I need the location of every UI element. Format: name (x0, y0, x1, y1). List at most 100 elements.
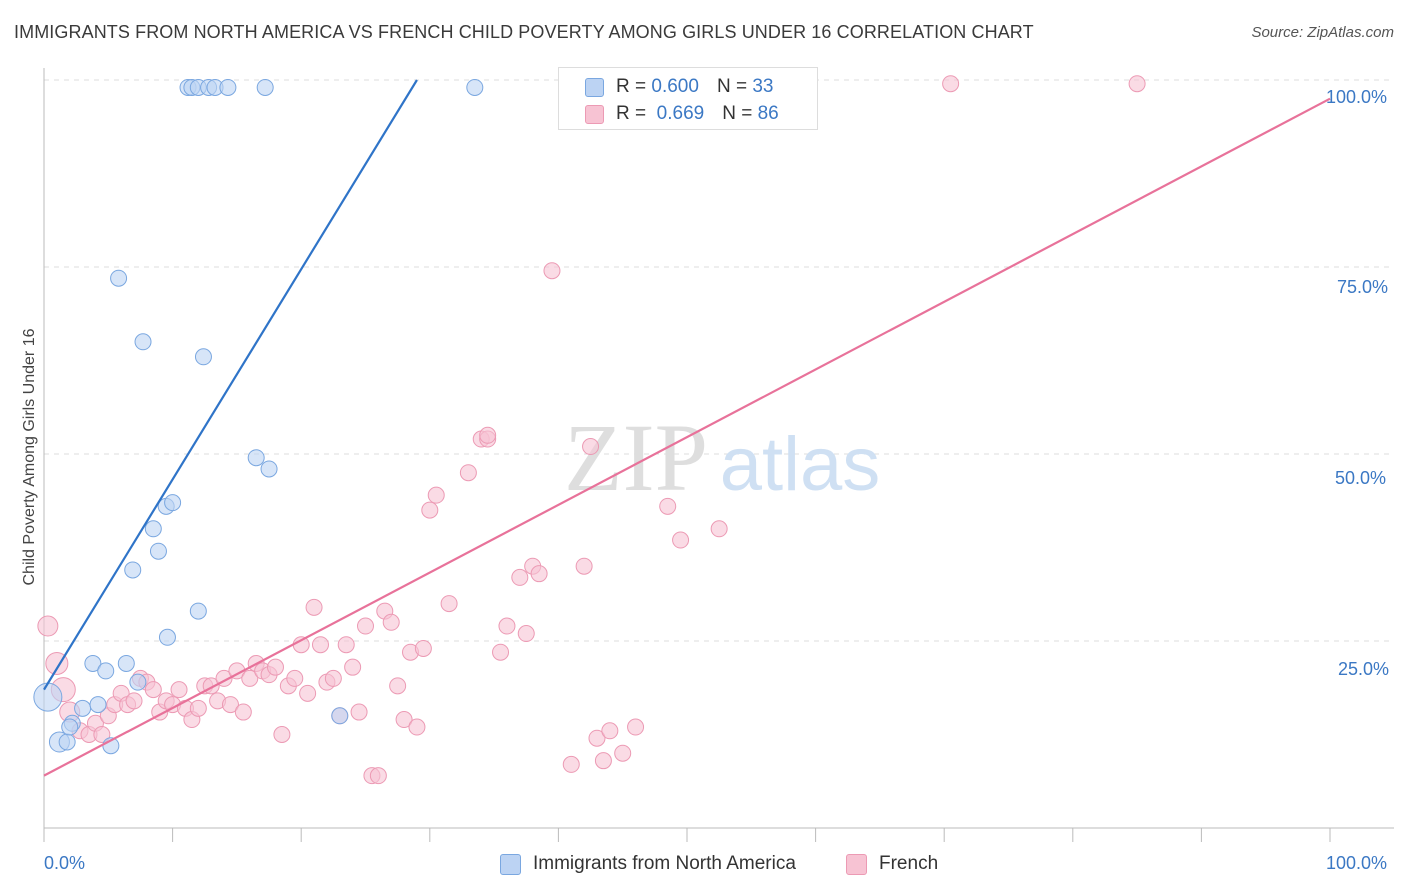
scatter-point-pink (241, 669, 259, 687)
scatter-point-blue (124, 561, 142, 579)
scatter-point-blue (74, 699, 92, 717)
r-value: 0.669 (656, 103, 705, 124)
scatter-point-pink (511, 568, 529, 586)
scatter-point-pink (414, 639, 432, 657)
scatter-point-pink (498, 617, 516, 635)
scatter-point-pink (305, 598, 323, 616)
scatter-point-blue (58, 733, 76, 751)
scatter-point-pink (324, 669, 342, 687)
y-tick-label-100: 100.0% (1326, 87, 1388, 107)
scatter-point-blue (466, 78, 484, 96)
scatter-point-pink (299, 684, 317, 702)
legend-item-immigrants[interactable]: Immigrants from North America (500, 851, 796, 877)
n-value: 86 (757, 103, 779, 124)
scatter-point-blue (144, 520, 162, 538)
scatter-point-pink (614, 744, 632, 762)
scatter-point-pink (942, 75, 960, 93)
scatter-point-pink (311, 636, 329, 654)
scatter-point-pink (492, 643, 510, 661)
scatter-point-blue (149, 542, 167, 560)
y-tick-label-50: 50.0% (1335, 468, 1387, 488)
scatter-point-blue (158, 628, 176, 646)
n-label: N = (722, 103, 753, 124)
scatter-point-pink (93, 726, 111, 743)
scatter-point-pink (344, 658, 362, 676)
scatter-point-pink (459, 464, 477, 482)
scatter-point-pink (273, 726, 291, 743)
scatter-point-pink (266, 658, 284, 676)
scatter-point-blue (84, 654, 102, 672)
scatter-point-blue (97, 662, 115, 680)
trend-line-blue (43, 79, 418, 691)
scatter-point-pink (170, 681, 188, 699)
scatter-point-pink (350, 703, 368, 721)
trend-line-pink (43, 97, 1331, 777)
scatter-point-pink (627, 718, 645, 736)
scatter-point-pink (144, 681, 162, 699)
stats-swatch-pink (585, 104, 604, 124)
scatter-point-blue (117, 654, 135, 672)
stats-swatch-blue (585, 77, 604, 97)
scatter-point-blue (331, 707, 349, 725)
y-tick-label-25: 25.0% (1338, 659, 1390, 679)
watermark-atlas: atlas (720, 422, 881, 507)
scatter-point-pink (562, 755, 580, 773)
scatter-point-pink (382, 613, 400, 631)
scatter-point-pink (234, 703, 252, 721)
stats-legend: R = 0.600 N = 33 R = 0.669 N = 86 (558, 67, 818, 130)
scatter-point-blue (194, 348, 212, 366)
scatter-point-pink (389, 677, 407, 695)
scatter-point-blue (164, 494, 182, 512)
scatter-point-pink (582, 438, 600, 456)
scatter-point-pink (543, 262, 561, 280)
scatter-point-blue (134, 333, 152, 351)
x-tick-label-max: 100.0% (1326, 853, 1388, 873)
scatter-point-pink (575, 557, 593, 575)
scatter-point-pink (479, 426, 497, 444)
scatter-point-blue (247, 449, 265, 467)
legend-item-french[interactable]: French (846, 851, 938, 877)
watermark-zip: ZIP (564, 404, 708, 511)
scatter-point-pink (588, 729, 606, 747)
scatter-point-blue (33, 682, 63, 712)
scatter-point-blue (189, 602, 207, 620)
scatter-point-pink (125, 692, 143, 710)
scatter-point-pink (601, 722, 619, 740)
scatter-point-pink (337, 636, 355, 654)
scatter-point-blue (256, 78, 274, 96)
scatter-point-pink (189, 699, 207, 717)
scatter-point-pink (517, 625, 535, 643)
scatter-point-pink (659, 497, 677, 515)
y-tick-label-75: 75.0% (1337, 277, 1389, 297)
scatter-point-blue (110, 269, 128, 287)
scatter-point-pink (594, 752, 612, 770)
scatter-point-pink (37, 615, 59, 637)
scatter-point-blue (89, 696, 107, 714)
scatter-point-blue (219, 78, 237, 96)
scatter-point-pink (369, 767, 387, 785)
scatter-point-pink (357, 617, 374, 635)
scatter-point-blue (61, 718, 79, 736)
scatter-point-pink (421, 501, 439, 519)
scatter-point-pink (710, 520, 728, 538)
source-credit: Source: ZipAtlas.com (1251, 24, 1394, 41)
legend-swatch-pink (846, 853, 867, 875)
n-value: 33 (752, 76, 774, 97)
scatter-point-pink (395, 711, 413, 729)
n-label: N = (716, 76, 748, 97)
scatter-point-pink (440, 595, 458, 613)
legend-label-french: French (879, 853, 939, 874)
stats-row-pink: R = 0.669 N = 86 (585, 101, 779, 127)
scatter-point-pink (286, 669, 304, 687)
legend-swatch-blue (500, 853, 521, 875)
scatter-point-pink (530, 565, 548, 583)
stats-row-blue: R = 0.600 N = 33 (585, 74, 773, 100)
scatter-point-pink (221, 696, 239, 714)
scatter-point-blue (129, 673, 147, 691)
scatter-point-pink (408, 718, 426, 736)
scatter-point-pink (427, 486, 445, 504)
r-value: 0.600 (651, 76, 699, 97)
scatter-point-pink (1128, 75, 1146, 93)
r-label: R = (616, 103, 647, 124)
